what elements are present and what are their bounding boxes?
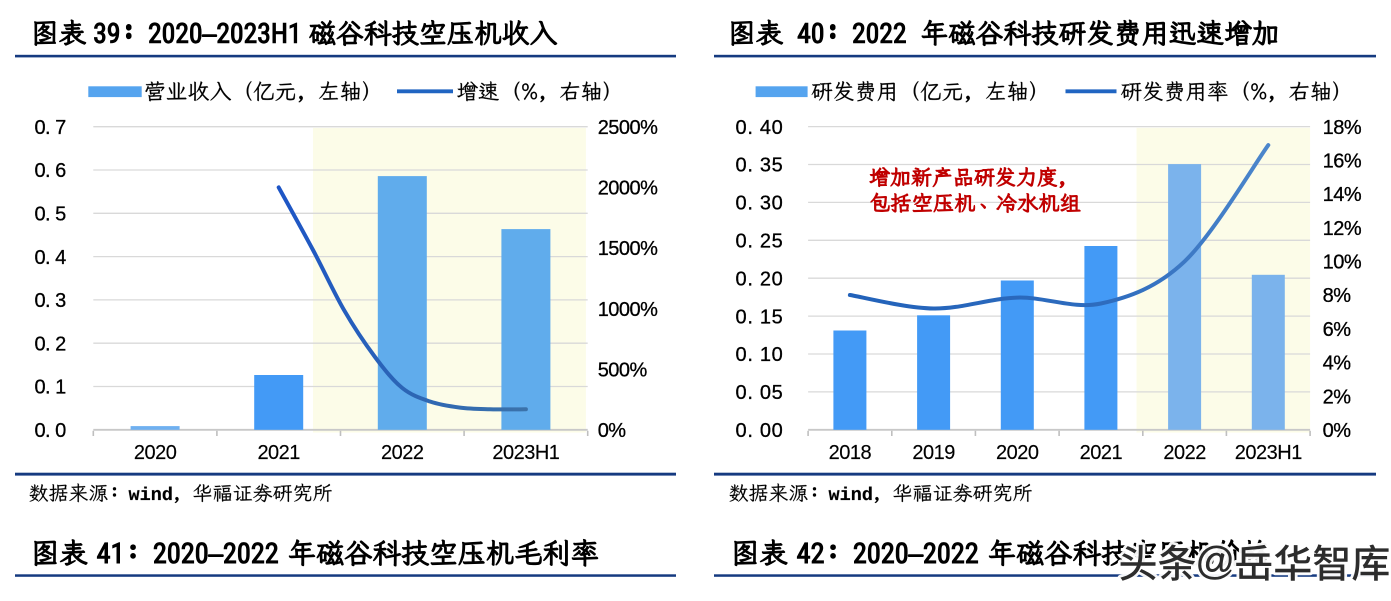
- svg-text:2022: 2022: [1163, 442, 1206, 464]
- svg-text:0. 6: 0. 6: [34, 160, 66, 182]
- svg-text:0. 3: 0. 3: [34, 290, 66, 312]
- svg-text:1500%: 1500%: [598, 238, 658, 260]
- svg-text:2021: 2021: [1080, 442, 1123, 464]
- svg-text:0. 2: 0. 2: [34, 333, 66, 355]
- svg-text:2019: 2019: [912, 442, 955, 464]
- svg-text:2020: 2020: [996, 442, 1039, 464]
- svg-text:2020: 2020: [134, 442, 177, 464]
- svg-text:0. 35: 0. 35: [736, 155, 784, 177]
- svg-text:18%: 18%: [1323, 117, 1362, 139]
- svg-text:4%: 4%: [1323, 353, 1352, 375]
- svg-text:2021: 2021: [257, 442, 300, 464]
- svg-text:0. 05: 0. 05: [736, 382, 784, 404]
- svg-text:0%: 0%: [1323, 420, 1352, 442]
- svg-text:14%: 14%: [1323, 184, 1362, 206]
- svg-text:0. 4: 0. 4: [34, 247, 66, 269]
- svg-text:10%: 10%: [1323, 252, 1362, 274]
- svg-text:8%: 8%: [1323, 285, 1352, 307]
- svg-text:0. 25: 0. 25: [736, 231, 784, 253]
- svg-text:0. 10: 0. 10: [736, 344, 784, 366]
- svg-text:2%: 2%: [1323, 386, 1352, 408]
- svg-text:0. 20: 0. 20: [736, 268, 784, 290]
- svg-text:2022: 2022: [381, 442, 424, 464]
- svg-text:2000%: 2000%: [598, 178, 658, 200]
- svg-text:500%: 500%: [598, 359, 648, 381]
- svg-text:1000%: 1000%: [598, 299, 658, 321]
- svg-text:0. 0: 0. 0: [34, 420, 66, 442]
- svg-text:6%: 6%: [1323, 319, 1352, 341]
- svg-text:12%: 12%: [1323, 218, 1362, 240]
- svg-text:0. 5: 0. 5: [34, 204, 66, 226]
- svg-text:0. 30: 0. 30: [736, 193, 784, 215]
- svg-text:2023H1: 2023H1: [492, 442, 559, 464]
- svg-text:0. 00: 0. 00: [736, 420, 784, 442]
- svg-text:2500%: 2500%: [598, 117, 658, 139]
- svg-text:16%: 16%: [1323, 151, 1362, 173]
- svg-text:2018: 2018: [829, 442, 872, 464]
- svg-text:0. 1: 0. 1: [34, 377, 66, 399]
- svg-text:0. 7: 0. 7: [34, 117, 66, 139]
- svg-text:2023H1: 2023H1: [1235, 442, 1302, 464]
- svg-text:0. 15: 0. 15: [736, 306, 784, 328]
- svg-text:0. 40: 0. 40: [736, 117, 784, 139]
- svg-text:0%: 0%: [598, 420, 627, 442]
